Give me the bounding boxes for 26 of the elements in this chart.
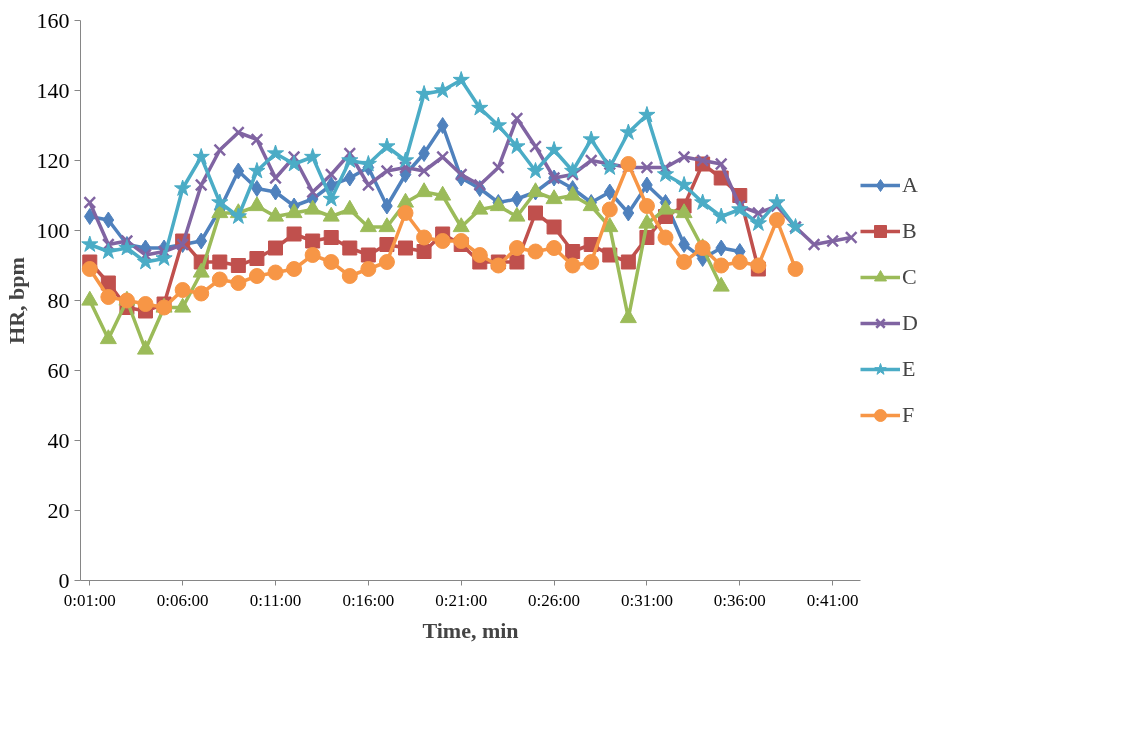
x-tick-label: 0:31:00 bbox=[620, 590, 673, 610]
legend-label: D bbox=[902, 310, 919, 336]
y-tick-label: 80 bbox=[47, 287, 70, 313]
y-tick-label: 40 bbox=[47, 427, 70, 453]
legend-label: B bbox=[902, 218, 918, 244]
x-tick-label: 0:26:00 bbox=[528, 590, 581, 610]
y-tick-label: 20 bbox=[47, 497, 70, 523]
legend-label: C bbox=[902, 264, 918, 290]
x-tick-label: 0:11:00 bbox=[249, 590, 302, 610]
legend-label: E bbox=[902, 356, 917, 382]
x-tick-label: 0:36:00 bbox=[713, 590, 766, 610]
legend-label: F bbox=[902, 402, 916, 428]
y-axis-title: HR, bpm bbox=[3, 257, 29, 344]
y-tick-label: 120 bbox=[36, 147, 70, 173]
x-axis-title: Time, min bbox=[422, 617, 519, 643]
y-tick-label: 140 bbox=[36, 77, 70, 103]
x-tick-label: 0:01:00 bbox=[63, 590, 116, 610]
x-tick-label: 0:41:00 bbox=[806, 590, 859, 610]
y-tick-label: 100 bbox=[36, 217, 70, 243]
legend-label: A bbox=[902, 172, 919, 198]
x-tick-label: 0:21:00 bbox=[435, 590, 488, 610]
y-tick-label: 60 bbox=[47, 357, 70, 383]
x-tick-label: 0:16:00 bbox=[342, 590, 395, 610]
y-tick-label: 0 bbox=[58, 567, 70, 593]
x-tick-label: 0:06:00 bbox=[156, 590, 209, 610]
y-tick-label: 160 bbox=[36, 7, 70, 33]
